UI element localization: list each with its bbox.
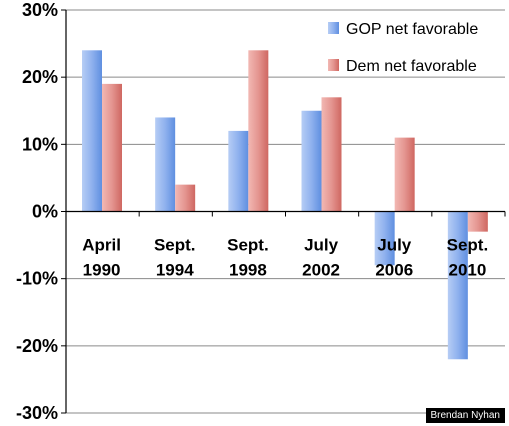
axes (61, 9, 506, 414)
credit-label: Brendan Nyhan (425, 408, 505, 423)
gop-bar (447, 211, 468, 360)
dem-bar (321, 97, 342, 212)
x-tick-label: Sept. 1998 (227, 236, 269, 280)
dem-legend-label: Dem net favorable (346, 58, 477, 75)
x-tick-label: April 1990 (82, 236, 121, 280)
y-tick-labels: -30% -20% -10% 0% 10% 20% 30% (16, 0, 58, 423)
dem-legend-swatch (328, 59, 339, 71)
y-tick-label: 10% (22, 134, 58, 154)
dem-bar (467, 211, 488, 232)
gop-legend-swatch (328, 22, 339, 34)
gop-bar (228, 130, 249, 212)
y-tick-label: -10% (16, 269, 58, 289)
gop-bar (155, 117, 176, 212)
gop-bar (82, 50, 102, 212)
dem-bar (394, 137, 415, 212)
x-tick-label: Sept. 1994 (154, 236, 196, 280)
y-tick-label: -20% (16, 336, 58, 356)
x-tick-label: July 2006 (375, 236, 413, 280)
y-tick-label: 20% (22, 67, 58, 87)
dem-bar (175, 184, 196, 212)
legend: GOP net favorable Dem net favorable (328, 21, 478, 75)
dem-bar (248, 50, 269, 212)
x-tick-label: Sept. 2010 (447, 236, 489, 280)
y-tick-label: 0% (32, 202, 58, 222)
x-tick-labels: April 1990 Sept. 1994 Sept. 1998 July 2002 July 2… (82, 236, 488, 280)
y-tick-label: -30% (16, 403, 58, 423)
x-tick-label: July 2002 (302, 236, 340, 280)
bars (82, 50, 488, 360)
dem-bar (102, 83, 122, 212)
gop-bar (301, 110, 322, 212)
gop-legend-label: GOP net favorable (346, 21, 478, 38)
gop-bar (374, 211, 395, 266)
y-tick-label: 30% (22, 0, 58, 20)
